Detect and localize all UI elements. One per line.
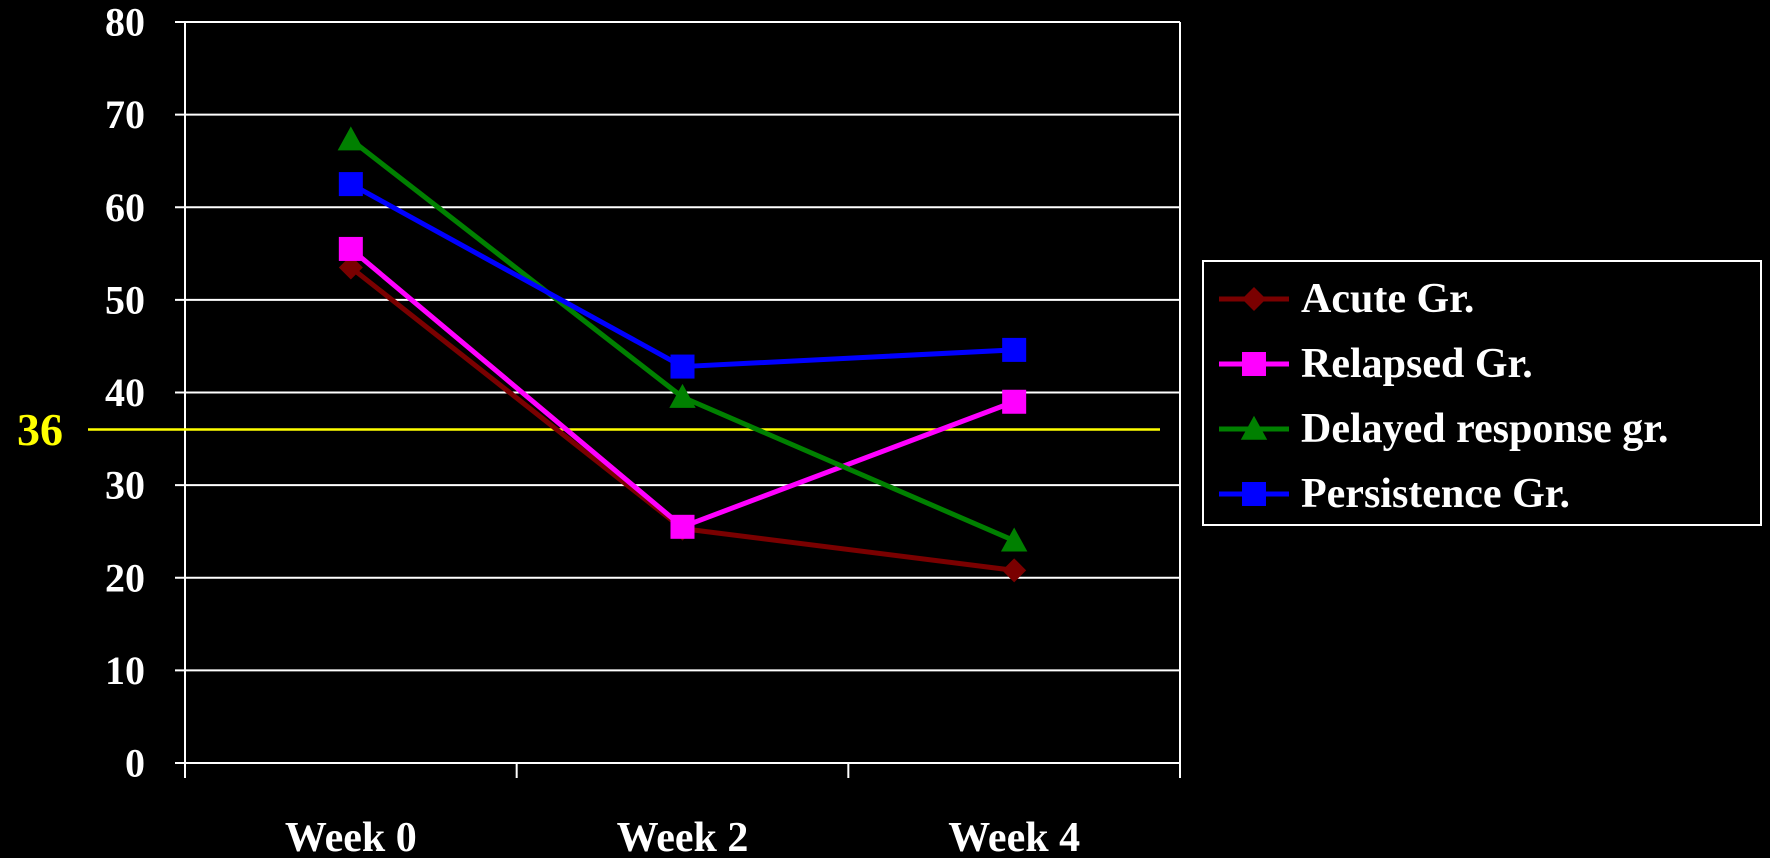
series-line: [349, 181, 1015, 370]
data-point: [1002, 389, 1027, 414]
legend-entry: Delayed response gr.: [1219, 406, 1669, 452]
series-2: [337, 126, 1028, 552]
axes: [175, 21, 1181, 778]
data-point: [1242, 287, 1266, 311]
legend-box: [1202, 260, 1762, 526]
x-tick-label: Week 2: [617, 815, 749, 858]
data-point: [1242, 482, 1266, 506]
y-tick-label: 20: [105, 555, 145, 600]
y-tick-label: 80: [105, 0, 145, 45]
x-tick-label: Week 4: [948, 815, 1080, 858]
legend-label: Relapsed Gr.: [1301, 341, 1533, 387]
series-1: [338, 236, 1027, 539]
data-point: [1002, 337, 1027, 362]
legend: Acute Gr. Relapsed Gr. Delayed response gr…: [1202, 260, 1762, 526]
data-point: [670, 514, 695, 539]
reference-line-group: 36: [17, 404, 1160, 455]
series-group: [337, 126, 1028, 583]
y-tick-label: 30: [105, 463, 145, 508]
reference-line-label: 36: [17, 404, 63, 455]
series-3: [338, 172, 1027, 379]
data-point: [337, 126, 365, 151]
data-point: [338, 236, 363, 261]
data-point: [1002, 558, 1027, 583]
series-line: [349, 137, 1016, 543]
axis-labels: 0 10 20 30 40 50 60 70 80 Week 0 Week 2 Week 4: [105, 0, 1080, 858]
legend-entry: Relapsed Gr.: [1219, 341, 1533, 387]
data-point: [338, 255, 363, 280]
y-tick-label: 0: [125, 741, 145, 786]
data-point: [1240, 415, 1268, 440]
y-tick-label: 70: [105, 92, 145, 137]
legend-label: Delayed response gr.: [1301, 406, 1669, 452]
y-tick-label: 10: [105, 648, 145, 693]
data-point: [669, 383, 696, 408]
data-point: [1000, 527, 1028, 552]
y-tick-label: 50: [105, 277, 145, 322]
y-tick-label: 60: [105, 185, 145, 230]
legend-label: Persistence Gr.: [1301, 471, 1570, 517]
data-point: [338, 172, 363, 197]
x-tick-label: Week 0: [285, 815, 417, 858]
data-point: [1242, 352, 1266, 376]
legend-entry: Persistence Gr.: [1219, 471, 1570, 517]
data-point: [670, 354, 695, 379]
legend-entry: Acute Gr.: [1219, 276, 1474, 322]
y-tick-label: 40: [105, 370, 145, 415]
legend-label: Acute Gr.: [1301, 276, 1474, 322]
